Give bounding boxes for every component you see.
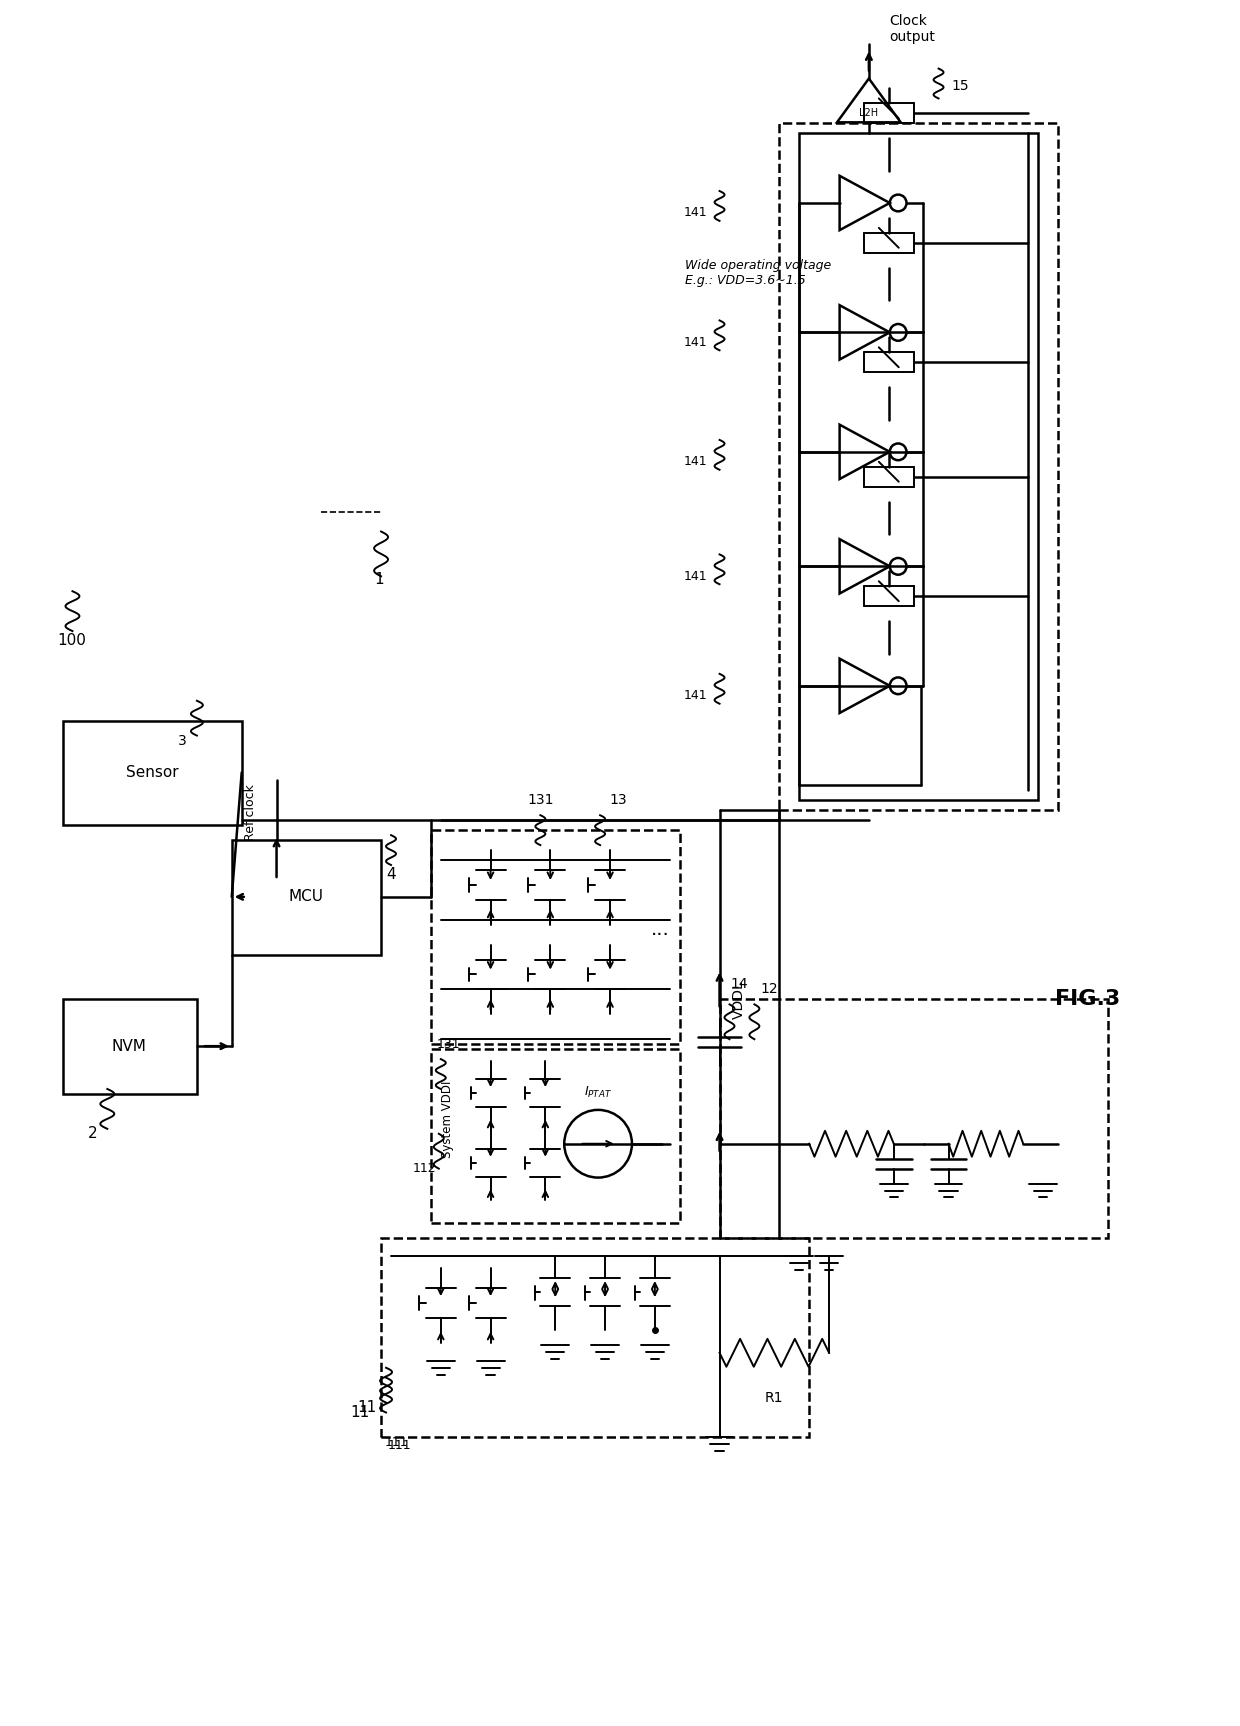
Text: 2: 2 bbox=[88, 1127, 97, 1141]
Bar bbox=[381, 1238, 810, 1438]
Text: 131: 131 bbox=[436, 1037, 460, 1051]
Text: 141: 141 bbox=[684, 456, 708, 468]
Bar bbox=[430, 830, 680, 1044]
Text: 141: 141 bbox=[684, 570, 708, 583]
Bar bbox=[779, 123, 1058, 809]
Text: 111: 111 bbox=[387, 1439, 410, 1452]
Polygon shape bbox=[839, 539, 890, 594]
Text: 141: 141 bbox=[684, 689, 708, 702]
Polygon shape bbox=[837, 78, 900, 123]
Polygon shape bbox=[839, 176, 890, 230]
Text: 3: 3 bbox=[179, 734, 187, 747]
Text: Ref clock: Ref clock bbox=[243, 784, 257, 841]
Text: FIG.3: FIG.3 bbox=[1055, 989, 1121, 1010]
Text: 15: 15 bbox=[951, 79, 970, 93]
Text: 131: 131 bbox=[527, 794, 553, 808]
Bar bbox=[232, 841, 381, 954]
Text: 14: 14 bbox=[730, 977, 748, 991]
Text: 111: 111 bbox=[384, 1436, 408, 1448]
Text: 13: 13 bbox=[609, 794, 627, 808]
Text: 100: 100 bbox=[57, 633, 87, 649]
Text: L2H: L2H bbox=[859, 109, 878, 119]
Bar bbox=[62, 999, 197, 1094]
Text: Clock
output: Clock output bbox=[889, 14, 935, 43]
Polygon shape bbox=[839, 425, 890, 480]
Polygon shape bbox=[839, 306, 890, 359]
Bar bbox=[430, 1049, 680, 1224]
Text: System VDDI: System VDDI bbox=[440, 1080, 454, 1158]
Text: 4: 4 bbox=[386, 868, 396, 882]
Text: 141: 141 bbox=[684, 207, 708, 219]
Text: 11: 11 bbox=[350, 1405, 370, 1420]
Text: Wide operating voltage
E.g.: VDD=3.6~1.5: Wide operating voltage E.g.: VDD=3.6~1.5 bbox=[684, 259, 831, 287]
Text: 141: 141 bbox=[684, 337, 708, 349]
Text: 11: 11 bbox=[357, 1400, 376, 1415]
Bar bbox=[800, 133, 1038, 801]
Text: NVM: NVM bbox=[112, 1039, 146, 1053]
Text: 112: 112 bbox=[412, 1162, 435, 1175]
Polygon shape bbox=[839, 659, 890, 713]
Text: 12: 12 bbox=[760, 982, 779, 996]
Bar bbox=[62, 721, 242, 825]
Text: 1: 1 bbox=[374, 571, 384, 587]
Bar bbox=[719, 999, 1107, 1238]
Text: MCU: MCU bbox=[289, 889, 324, 904]
Text: Sensor: Sensor bbox=[125, 765, 179, 780]
Text: VDDL: VDDL bbox=[732, 980, 745, 1018]
Text: ...: ... bbox=[651, 920, 670, 939]
Text: R1: R1 bbox=[765, 1391, 784, 1405]
Text: $I_{PTAT}$: $I_{PTAT}$ bbox=[584, 1084, 613, 1099]
